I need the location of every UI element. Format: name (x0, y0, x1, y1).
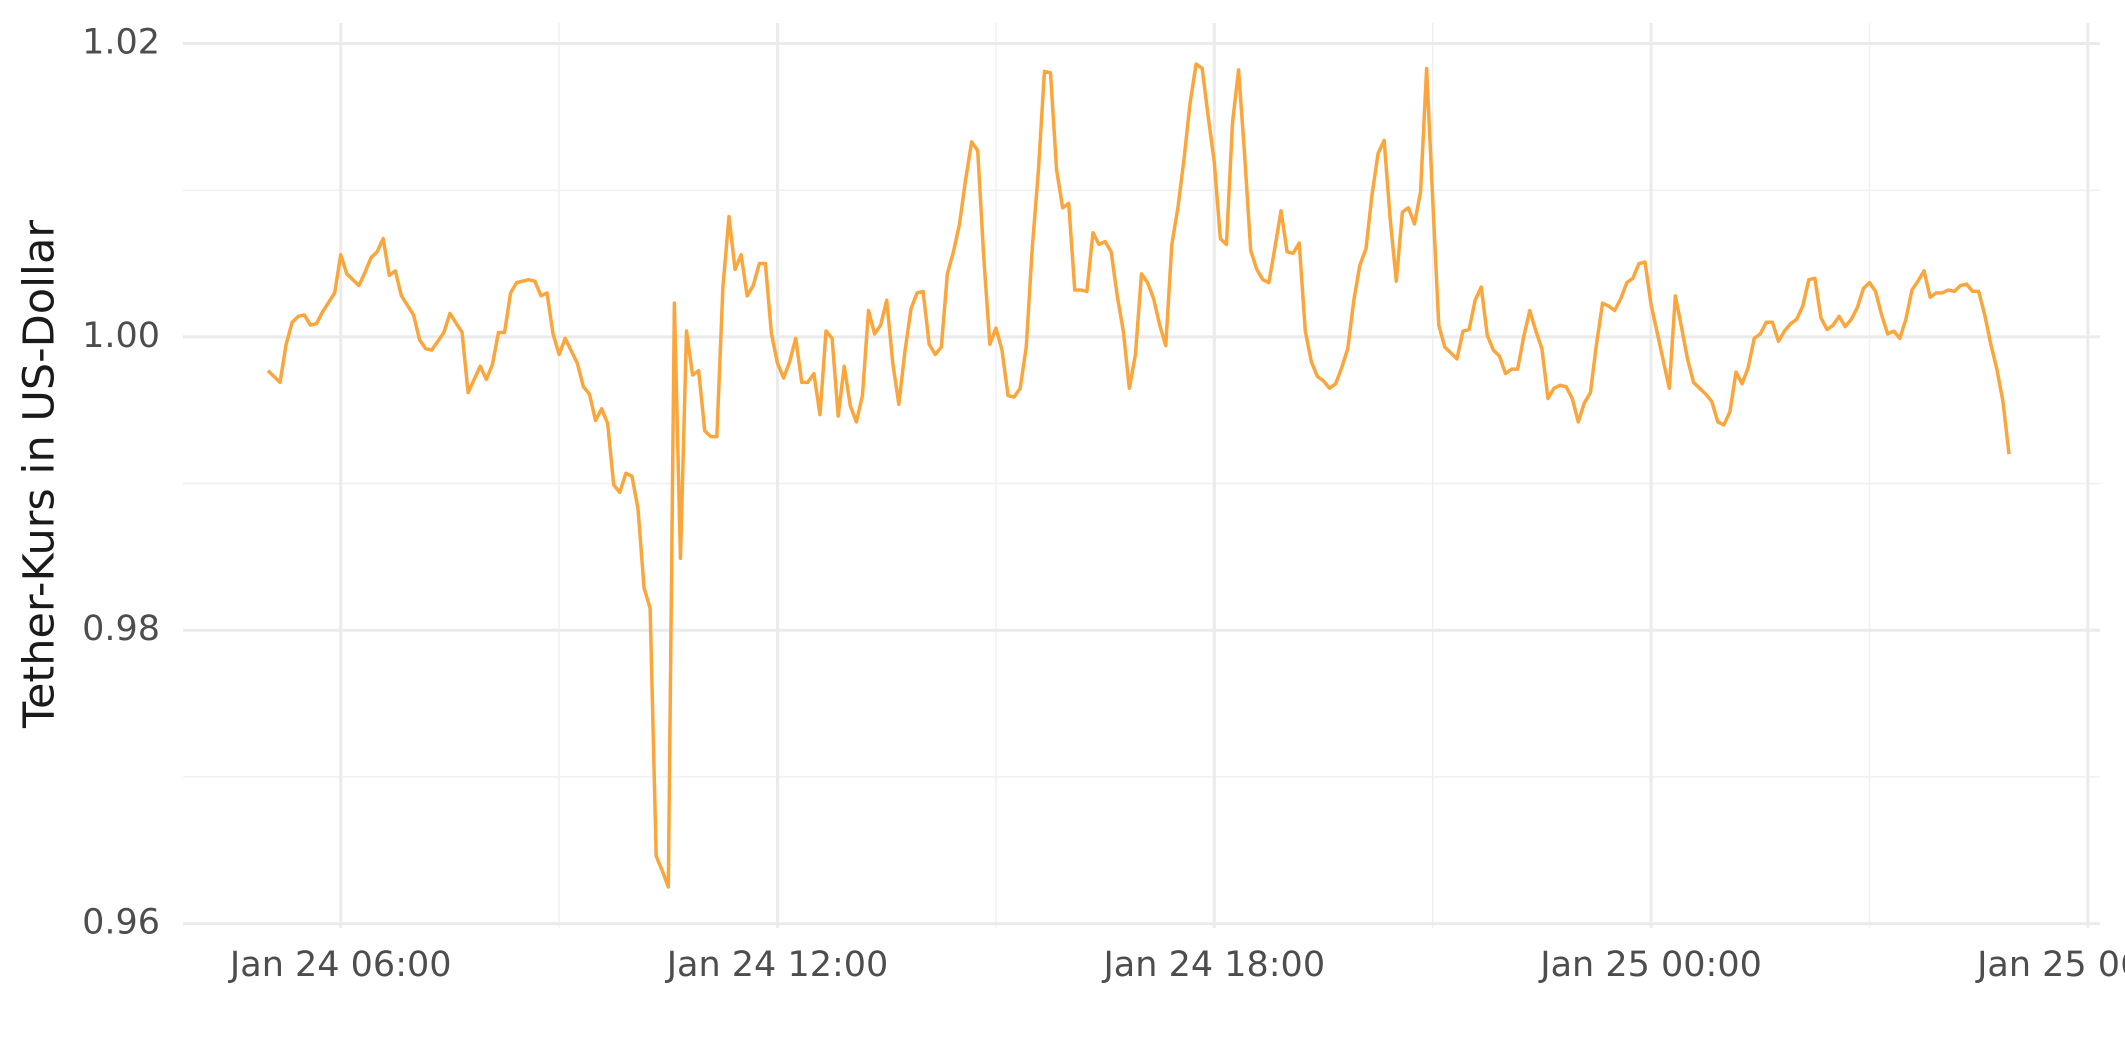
marks (266, 62, 2011, 889)
y-tick-label: 0.98 (82, 609, 160, 649)
labels: 0.96 0.98 1.00 1.02 Jan 24 06:00 Jan 24 12:00… (82, 23, 2125, 985)
y-tick-label: 1.02 (82, 23, 160, 63)
y-tick-label: 0.96 (82, 903, 160, 943)
x-tick-label: Jan 24 18:00 (1101, 945, 1325, 985)
y-axis-title: Tether-Kurs in US-Dollar (15, 220, 65, 729)
x-tick-label: Jan 24 12:00 (665, 945, 889, 985)
y-tick-label: 1.00 (82, 316, 160, 356)
grid (183, 23, 2100, 928)
x-tick-label: Jan 24 06:00 (228, 945, 452, 985)
x-tick-label: Jan 25 06:00 (1975, 945, 2125, 985)
price-line (266, 62, 2011, 889)
x-tick-label: Jan 25 00:00 (1538, 945, 1762, 985)
